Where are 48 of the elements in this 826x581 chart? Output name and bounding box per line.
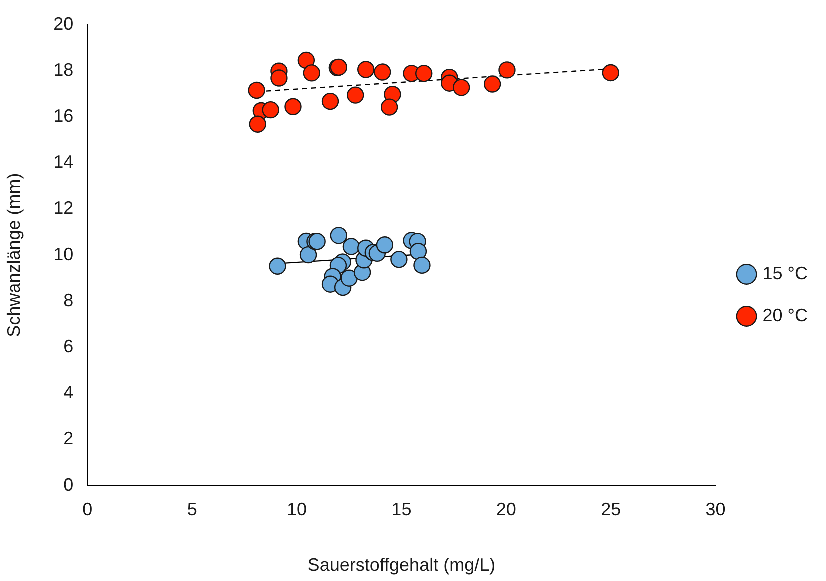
point bbox=[602, 64, 620, 82]
y-tick-label: 6 bbox=[64, 336, 74, 356]
y-tick-label: 8 bbox=[64, 290, 74, 310]
y-tick-label: 0 bbox=[64, 474, 74, 495]
y-axis-title: Schwanzlänge (mm) bbox=[4, 173, 24, 338]
x-tick-label: 10 bbox=[286, 500, 308, 520]
point bbox=[452, 79, 470, 96]
point bbox=[298, 52, 316, 70]
y-tick-label: 20 bbox=[54, 14, 74, 34]
point bbox=[484, 76, 502, 93]
y-tick-label: 14 bbox=[54, 152, 74, 172]
point bbox=[322, 92, 340, 110]
y-tick-label: 16 bbox=[54, 106, 74, 126]
y-tick-label: 2 bbox=[64, 428, 74, 449]
point bbox=[342, 238, 360, 256]
point bbox=[358, 61, 375, 78]
point bbox=[498, 62, 516, 79]
point bbox=[303, 64, 320, 82]
x-tick-label: 30 bbox=[706, 500, 726, 520]
point bbox=[262, 101, 280, 119]
point bbox=[390, 251, 408, 268]
y-tick-label: 18 bbox=[54, 60, 74, 80]
legend-label: 20 °C bbox=[762, 305, 808, 326]
point bbox=[249, 116, 266, 133]
point bbox=[269, 258, 286, 275]
point bbox=[340, 270, 358, 287]
point bbox=[248, 82, 266, 100]
point bbox=[270, 70, 288, 87]
x-tick-label: 20 bbox=[496, 500, 516, 520]
x-tick-label: 15 bbox=[392, 500, 412, 520]
point bbox=[414, 256, 431, 274]
x-tick-label: 5 bbox=[187, 500, 198, 520]
point bbox=[284, 98, 302, 116]
y-tick-label: 12 bbox=[54, 198, 74, 218]
point bbox=[380, 98, 398, 116]
legend-label: 15 °C bbox=[762, 263, 808, 284]
point bbox=[376, 236, 394, 254]
y-tick-label: 4 bbox=[64, 382, 74, 403]
point bbox=[330, 227, 348, 244]
point bbox=[410, 243, 428, 260]
point bbox=[374, 64, 392, 81]
y-tick-label: 10 bbox=[54, 244, 74, 264]
x-axis-title: Sauerstoffgehalt (mg/L) bbox=[308, 555, 496, 576]
point bbox=[300, 246, 318, 264]
x-tick-label: 0 bbox=[82, 500, 93, 520]
point bbox=[416, 65, 433, 82]
point bbox=[347, 86, 364, 104]
x-tick-label: 25 bbox=[601, 500, 622, 520]
